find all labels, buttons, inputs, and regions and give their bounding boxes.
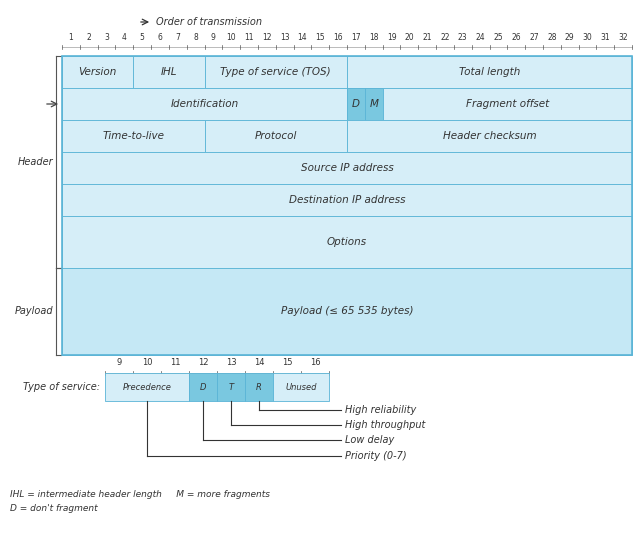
Text: Protocol: Protocol: [255, 131, 297, 141]
Text: 4: 4: [122, 33, 126, 42]
Bar: [205, 120, 347, 152]
Bar: [62, 88, 347, 120]
Text: 17: 17: [351, 33, 361, 42]
Text: 18: 18: [369, 33, 379, 42]
Text: 16: 16: [309, 358, 320, 367]
Text: D: D: [352, 99, 360, 109]
Text: 9: 9: [211, 33, 216, 42]
Text: 28: 28: [547, 33, 557, 42]
Text: 2: 2: [86, 33, 91, 42]
Bar: [62, 268, 632, 355]
Text: R: R: [256, 383, 262, 391]
Text: Version: Version: [78, 67, 117, 77]
Text: 3: 3: [104, 33, 109, 42]
Bar: [62, 184, 632, 216]
Text: 25: 25: [494, 33, 503, 42]
Text: 26: 26: [512, 33, 521, 42]
Text: Time-to-live: Time-to-live: [102, 131, 164, 141]
Text: High throughput: High throughput: [345, 420, 426, 430]
Text: 9: 9: [116, 358, 121, 367]
Text: 19: 19: [386, 33, 396, 42]
Text: Options: Options: [327, 237, 367, 247]
Text: 20: 20: [404, 33, 414, 42]
Bar: [273, 373, 329, 401]
Bar: [189, 373, 217, 401]
Text: Precedence: Precedence: [123, 383, 171, 391]
Text: 16: 16: [333, 33, 343, 42]
Bar: [365, 88, 383, 120]
Text: Unused: Unused: [285, 383, 317, 391]
Text: M: M: [369, 99, 378, 109]
Text: 27: 27: [529, 33, 539, 42]
Text: 13: 13: [280, 33, 290, 42]
Text: 15: 15: [315, 33, 325, 42]
Bar: [205, 56, 347, 88]
Text: 11: 11: [245, 33, 254, 42]
Text: 12: 12: [262, 33, 272, 42]
Bar: [62, 216, 632, 268]
Text: 12: 12: [198, 358, 208, 367]
Bar: [62, 56, 632, 355]
Text: 32: 32: [618, 33, 628, 42]
Text: 7: 7: [175, 33, 180, 42]
Text: 11: 11: [169, 358, 180, 367]
Bar: [245, 373, 273, 401]
Text: High reliability: High reliability: [345, 405, 416, 415]
Text: D: D: [200, 383, 206, 391]
Text: 30: 30: [582, 33, 593, 42]
Text: Identification: Identification: [170, 99, 239, 109]
Text: 22: 22: [440, 33, 449, 42]
Bar: [347, 120, 632, 152]
Bar: [383, 88, 632, 120]
Text: 1: 1: [69, 33, 73, 42]
Text: 14: 14: [254, 358, 265, 367]
Text: 31: 31: [600, 33, 610, 42]
Text: Order of transmission: Order of transmission: [156, 17, 262, 27]
Bar: [62, 120, 205, 152]
Bar: [347, 88, 365, 120]
Text: T: T: [229, 383, 234, 391]
Text: 8: 8: [193, 33, 198, 42]
Text: Type of service (TOS): Type of service (TOS): [220, 67, 331, 77]
Text: Payload: Payload: [14, 306, 53, 316]
Text: 15: 15: [282, 358, 292, 367]
Text: 6: 6: [157, 33, 162, 42]
Text: 13: 13: [226, 358, 236, 367]
Text: Source IP address: Source IP address: [300, 163, 394, 173]
Bar: [347, 56, 632, 88]
Text: IHL: IHL: [160, 67, 177, 77]
Text: 23: 23: [458, 33, 467, 42]
Text: 10: 10: [142, 358, 152, 367]
Text: Total length: Total length: [459, 67, 520, 77]
Text: IHL = intermediate header length     M = more fragments: IHL = intermediate header length M = mor…: [10, 490, 270, 499]
Bar: [217, 373, 245, 401]
Bar: [62, 152, 632, 184]
Text: 5: 5: [140, 33, 144, 42]
Text: Destination IP address: Destination IP address: [289, 195, 405, 205]
Text: 29: 29: [565, 33, 575, 42]
Text: Fragment offset: Fragment offset: [465, 99, 549, 109]
Bar: [105, 373, 189, 401]
Bar: [134, 56, 205, 88]
Text: Low delay: Low delay: [345, 435, 394, 445]
Text: D = don't fragment: D = don't fragment: [10, 504, 98, 513]
Text: 21: 21: [422, 33, 432, 42]
Text: Type of service:: Type of service:: [23, 382, 100, 392]
Text: 10: 10: [227, 33, 236, 42]
Text: 24: 24: [476, 33, 485, 42]
Bar: [62, 56, 134, 88]
Text: Priority (0-7): Priority (0-7): [345, 451, 406, 461]
Text: Header: Header: [17, 157, 53, 167]
Text: Header checksum: Header checksum: [443, 131, 536, 141]
Text: Payload (≤ 65 535 bytes): Payload (≤ 65 535 bytes): [281, 306, 413, 316]
Text: 14: 14: [298, 33, 308, 42]
